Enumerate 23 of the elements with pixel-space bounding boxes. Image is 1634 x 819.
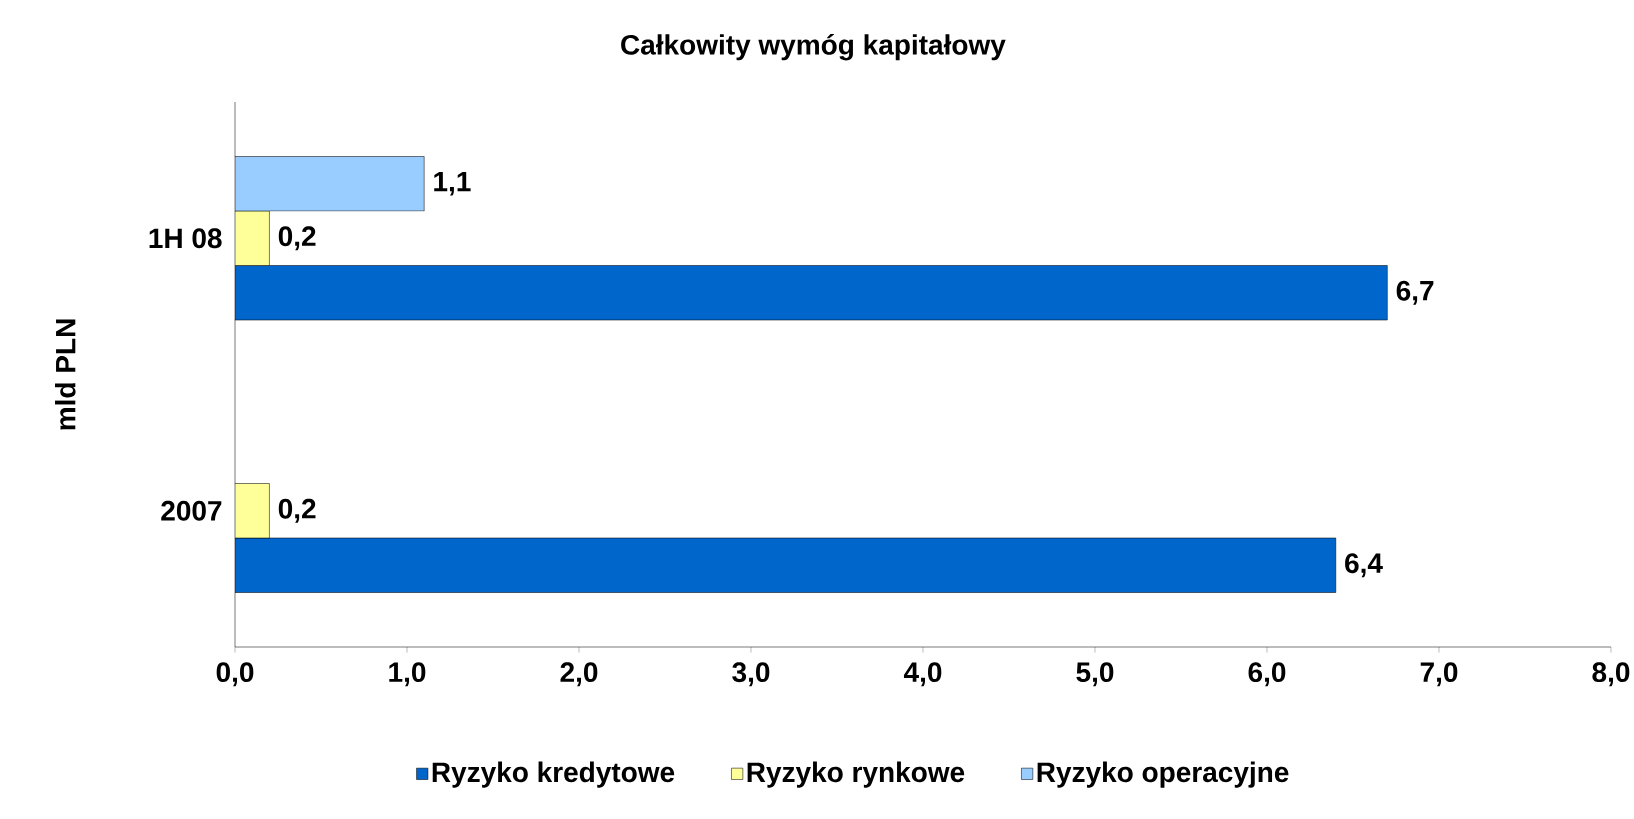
x-tick-label: 0,0 <box>216 662 254 687</box>
x-tick-label: 3,0 <box>732 662 770 687</box>
legend-label: Ryzyko kredytowe <box>432 761 675 788</box>
x-tick-label: 6,0 <box>1248 662 1286 687</box>
bar <box>235 483 270 539</box>
x-tick-label: 5,0 <box>1076 662 1114 687</box>
data-label: 0,2 <box>278 498 316 523</box>
x-tick-label: 8,0 <box>1592 662 1630 687</box>
data-label: 1,1 <box>434 171 471 196</box>
data-label: 6,7 <box>1396 280 1434 305</box>
bar <box>235 210 270 266</box>
x-tick-label: 4,0 <box>903 662 942 687</box>
x-tick-label: 2,0 <box>560 662 598 687</box>
x-tick-label: 1,0 <box>389 662 426 687</box>
legend-label: Ryzyko rynkowe <box>747 761 965 788</box>
chart-title: Całkowity wymóg kapitałowy <box>621 33 1006 61</box>
legend-label: Ryzyko operacyjne <box>1037 761 1289 788</box>
data-label: 0,2 <box>278 226 316 251</box>
data-label: 6,4 <box>1345 553 1383 578</box>
x-tick-label: 7,0 <box>1420 662 1458 687</box>
y-tick-label: 1H 08 <box>149 228 222 249</box>
y-tick-label: 2007 <box>161 500 222 521</box>
y-axis-title: mld PLN <box>55 319 76 430</box>
